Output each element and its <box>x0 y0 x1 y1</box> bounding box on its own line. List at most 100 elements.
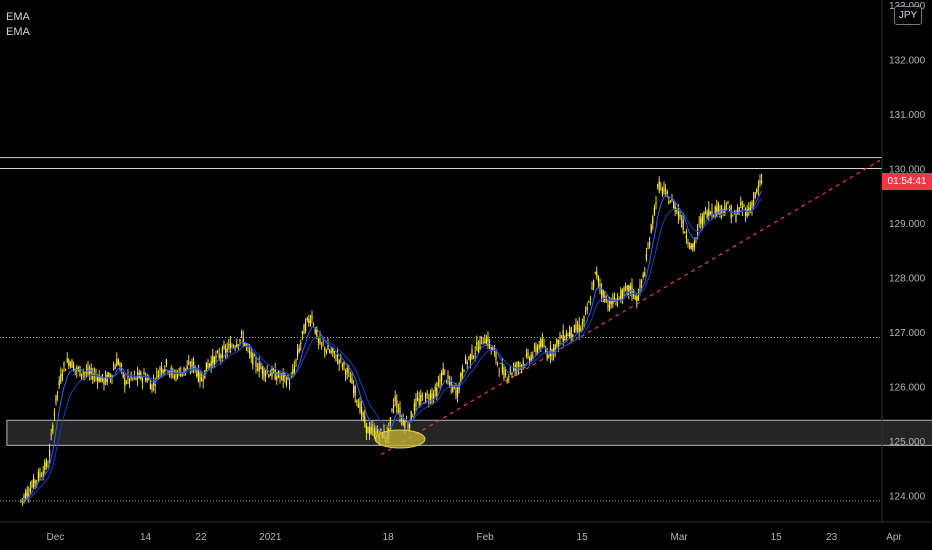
price-tick-label: 132.000 <box>889 56 926 67</box>
candle-body <box>218 353 220 359</box>
candle-body <box>252 353 254 365</box>
candle-body <box>690 243 692 249</box>
candle-body <box>568 331 571 337</box>
trendline[interactable] <box>380 159 881 456</box>
candle-body <box>244 342 246 346</box>
candle-body <box>357 404 359 408</box>
candle-body <box>111 375 113 379</box>
candle-body <box>671 199 673 201</box>
candle-body <box>228 344 230 346</box>
candle-body <box>356 400 358 403</box>
candle-body <box>602 290 604 298</box>
candle-body <box>157 374 159 379</box>
highlight-ellipse-shape[interactable] <box>374 429 426 449</box>
time-tick-label: 22 <box>195 532 207 543</box>
candle-body <box>311 315 313 320</box>
trendline-line[interactable] <box>380 159 881 456</box>
candle-body <box>455 389 457 397</box>
candle-body <box>23 495 25 498</box>
candle-body <box>576 327 579 329</box>
candle-body <box>708 208 710 218</box>
candle-body <box>418 399 420 405</box>
candle-body <box>680 221 683 223</box>
highlight-ellipse[interactable] <box>374 429 426 449</box>
candle-body <box>743 205 745 207</box>
candle-body <box>152 381 155 385</box>
price-axis[interactable]: 124.000 125.000 126.000 127.000 128.000 129.0… <box>881 0 926 522</box>
candle-body <box>45 461 47 467</box>
candle-body <box>583 316 585 322</box>
currency-label[interactable]: JPY <box>894 6 922 25</box>
time-axis[interactable]: Dec 14 22 2021 18 Feb 15 Mar 15 23 Apr <box>0 521 932 543</box>
candle-body <box>327 345 329 350</box>
candle-body <box>632 289 635 296</box>
candle-body <box>703 211 705 221</box>
candle-body <box>77 368 79 370</box>
candle-body <box>21 498 23 500</box>
candle-body <box>69 362 71 367</box>
support-zone[interactable] <box>6 419 932 446</box>
ema-legend-1[interactable]: EMA <box>6 11 30 23</box>
candle-body <box>541 340 543 347</box>
time-tick-label: Feb <box>476 532 494 543</box>
candle-body <box>636 296 638 302</box>
candle-body <box>484 341 486 344</box>
candle-body <box>224 348 227 353</box>
candle-body <box>623 288 625 292</box>
candle-body <box>676 210 678 211</box>
candle-body <box>744 208 747 216</box>
support-zone-rect[interactable] <box>6 419 932 446</box>
candle-body <box>367 427 369 434</box>
candle-body <box>258 362 260 372</box>
candle-body <box>50 434 52 436</box>
candle-body <box>644 272 646 276</box>
candle-body <box>316 329 318 338</box>
candle-body <box>512 367 515 370</box>
indicator-legend: EMA EMA <box>6 10 30 40</box>
candle-body <box>208 363 211 367</box>
candle-body <box>760 180 763 184</box>
candle-body <box>292 369 294 375</box>
candle-body <box>360 406 363 414</box>
candle-body <box>692 244 694 250</box>
candle-body <box>237 344 239 346</box>
candle-body <box>538 344 540 348</box>
candle-body <box>584 310 587 312</box>
candle-body <box>301 331 303 334</box>
candle-body <box>456 387 459 397</box>
candle-body <box>349 379 351 383</box>
candle-body <box>236 343 238 347</box>
candle-body <box>274 369 276 380</box>
candle-body <box>256 369 259 371</box>
candle-body <box>624 287 627 289</box>
candle-body <box>525 354 527 358</box>
candle-body <box>221 347 223 360</box>
candle-body <box>717 203 719 212</box>
time-tick-label: 15 <box>577 532 589 543</box>
candle-body <box>472 356 475 358</box>
bar-countdown: 01:54:41 <box>882 173 932 190</box>
candle-body <box>199 373 201 382</box>
candle-body <box>309 320 311 324</box>
candle-body <box>29 488 31 493</box>
candle-body <box>466 361 468 364</box>
candle-body <box>444 369 446 371</box>
candle-body <box>108 372 110 377</box>
candle-body <box>183 367 185 373</box>
candle-body <box>271 368 273 377</box>
candle-body <box>394 396 396 402</box>
candle-body <box>562 330 564 343</box>
candle-body <box>652 216 654 224</box>
candle-body <box>738 207 740 213</box>
candle-body <box>232 346 235 348</box>
candle-body <box>660 184 662 186</box>
candle-body <box>746 210 748 216</box>
candle-body <box>402 420 404 425</box>
time-tick-label: 18 <box>383 532 395 543</box>
ema-legend-2[interactable]: EMA <box>6 26 30 38</box>
candle-body <box>740 201 742 206</box>
candle-body <box>535 346 537 353</box>
candle-body <box>202 380 204 382</box>
candle-body <box>242 337 244 344</box>
